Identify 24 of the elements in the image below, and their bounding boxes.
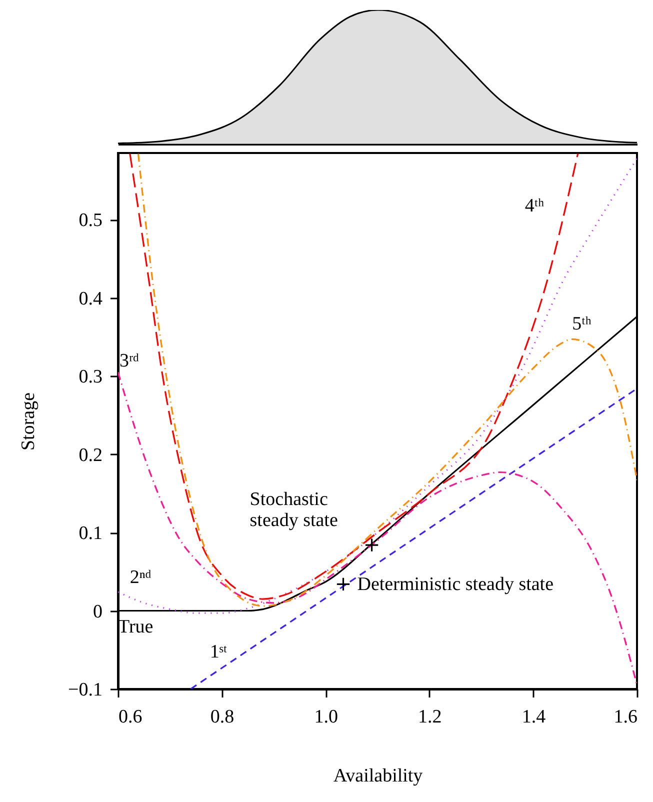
y-tick-label: 0.5 xyxy=(78,210,102,232)
x-tick-label: 0.6 xyxy=(118,706,142,728)
x-tick-label: 1.0 xyxy=(314,706,338,728)
series-label: 2ⁿᵈ xyxy=(130,567,152,588)
series-label: 5ᵗʰ xyxy=(572,314,592,335)
y-tick-label: 0.2 xyxy=(78,444,102,466)
y-tick-label: 0.3 xyxy=(78,366,102,388)
series-label: 4ᵗʰ xyxy=(524,195,544,216)
y-tick-label: 0.4 xyxy=(78,288,103,310)
x-tick-label: 1.6 xyxy=(614,706,638,728)
annotation: Deterministic steady state xyxy=(357,574,554,596)
x-tick-label: 1.4 xyxy=(522,706,546,728)
series-label: True xyxy=(118,616,154,638)
y-tick-label: 0.1 xyxy=(78,523,102,544)
x-tick-label: 1.2 xyxy=(418,706,442,728)
y-tick-label: 0 xyxy=(93,601,102,622)
y-tick-label: −0.1 xyxy=(68,680,102,700)
series-label: 3ʳᵈ xyxy=(120,350,140,372)
line-series xyxy=(118,371,637,686)
y-axis-title: Storage xyxy=(18,392,40,451)
x-tick-label: 0.8 xyxy=(210,706,234,728)
x-axis-title: Availability xyxy=(333,766,424,786)
annotation: Stochastic steady state xyxy=(250,489,338,532)
series-label: 1ˢᵗ xyxy=(210,641,228,662)
